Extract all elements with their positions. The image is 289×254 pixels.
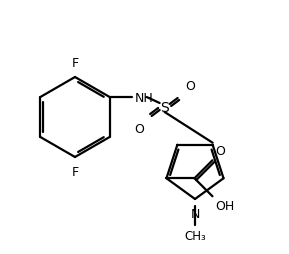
Text: N: N [190, 207, 200, 220]
Text: O: O [134, 122, 144, 135]
Text: O: O [186, 80, 196, 93]
Text: F: F [71, 165, 79, 178]
Text: OH: OH [216, 199, 235, 212]
Text: F: F [71, 57, 79, 70]
Text: NH: NH [135, 91, 153, 104]
Text: S: S [160, 101, 169, 115]
Text: CH₃: CH₃ [184, 229, 206, 242]
Text: O: O [216, 145, 225, 158]
